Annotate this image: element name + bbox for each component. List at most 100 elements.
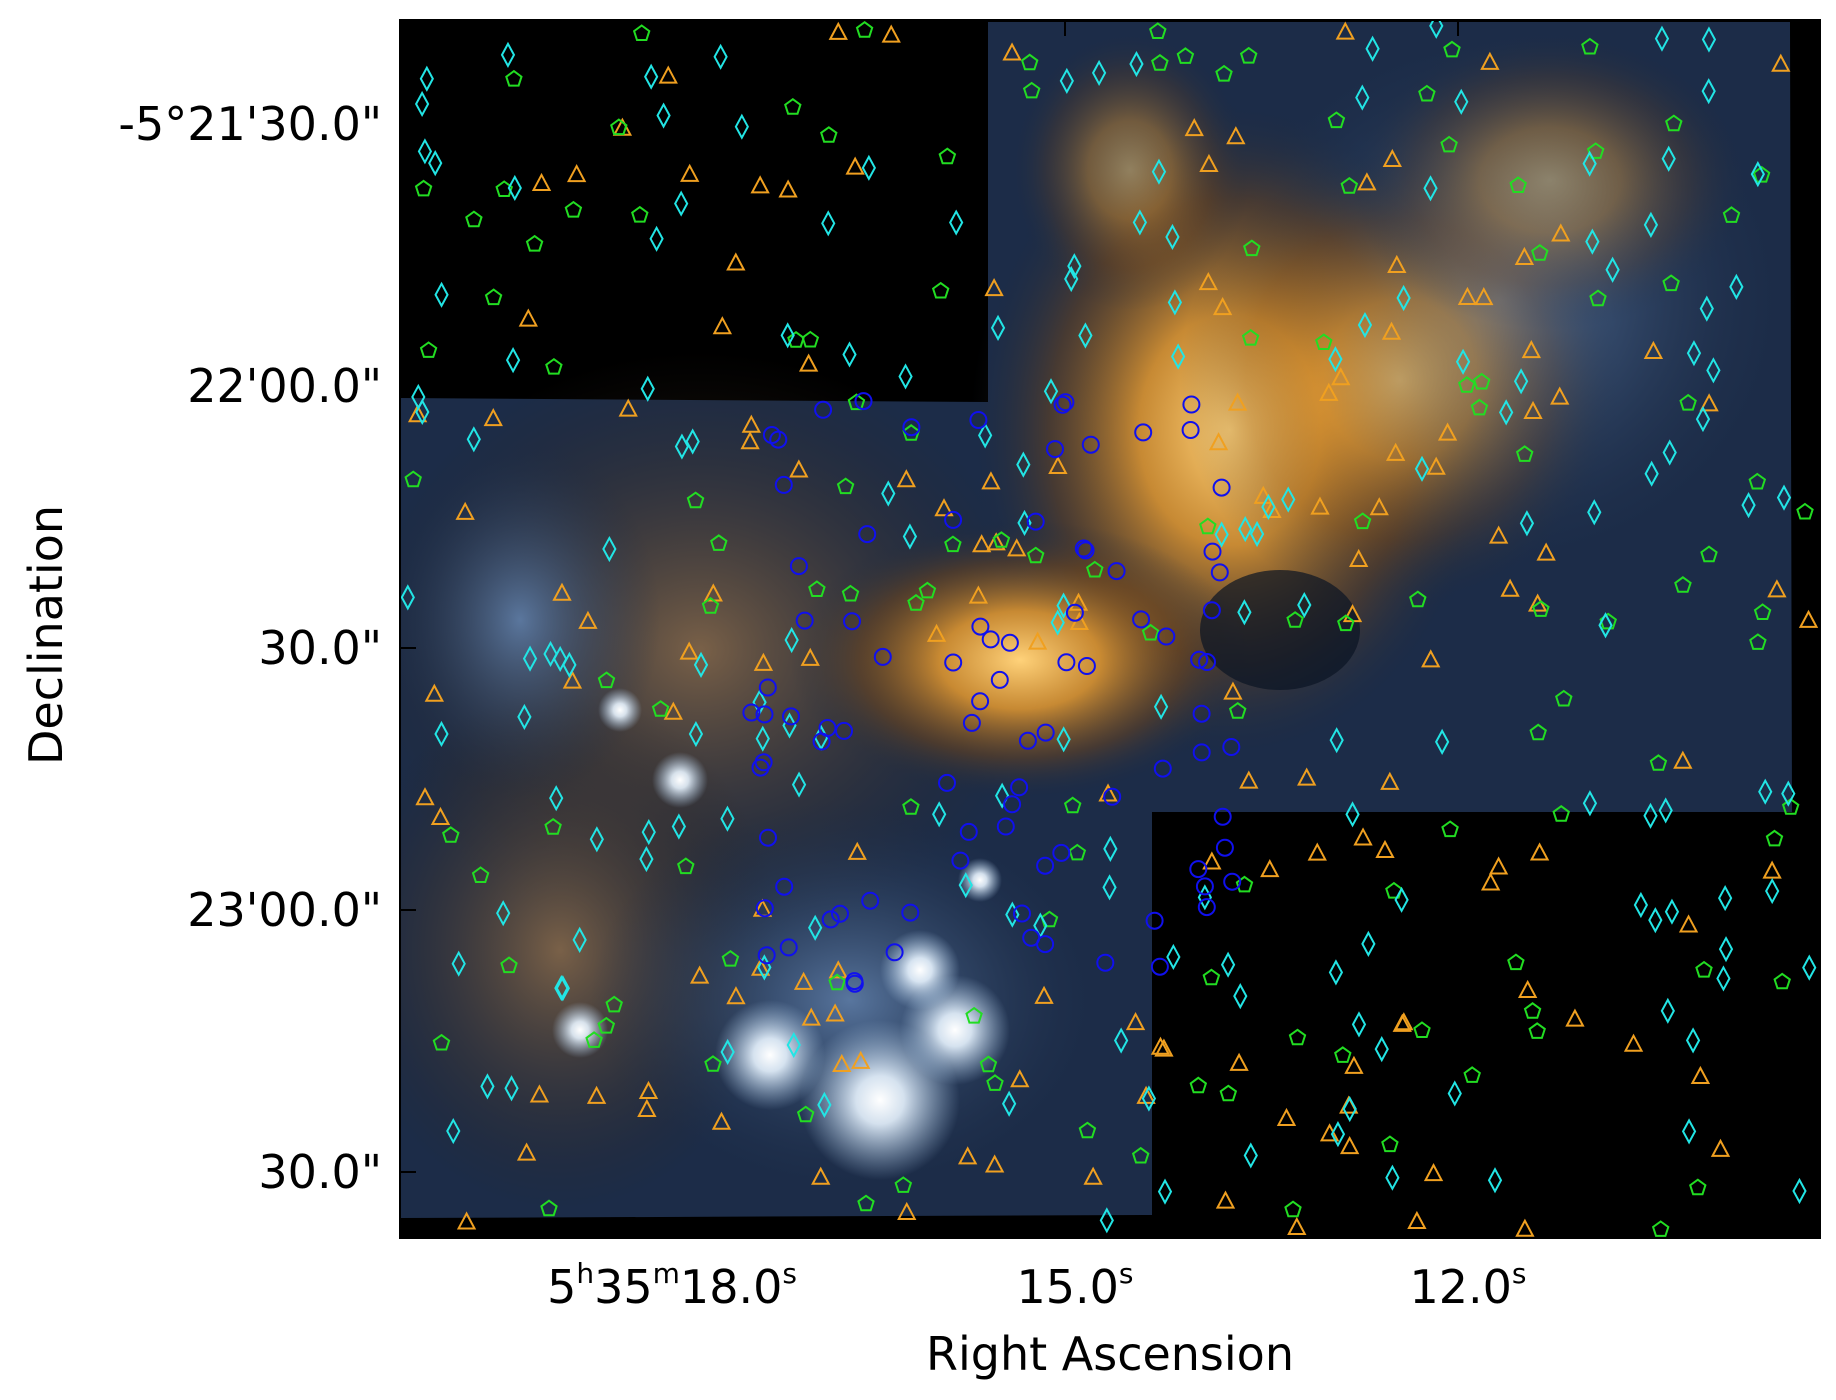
triangle-marker — [1007, 538, 1027, 557]
triangle-marker — [562, 670, 583, 689]
diamond-marker — [1361, 930, 1376, 957]
diamond-marker — [562, 651, 577, 678]
triangle-marker — [658, 65, 678, 84]
diamond-marker — [1434, 728, 1450, 755]
circle-marker — [755, 705, 774, 724]
circle-marker — [1150, 957, 1169, 976]
diamond-marker — [446, 1117, 461, 1145]
pentagon-marker — [796, 1105, 815, 1123]
triangle-marker — [1407, 1210, 1427, 1230]
triangle-marker — [798, 353, 819, 372]
triangle-marker — [934, 498, 954, 517]
triangle-marker — [415, 787, 435, 806]
pentagon-marker — [801, 330, 820, 348]
diamond-marker — [543, 640, 558, 668]
triangle-marker — [578, 610, 598, 629]
diamond-marker — [1001, 1090, 1017, 1117]
pentagon-marker — [1151, 53, 1169, 71]
pentagon-marker — [610, 118, 628, 136]
pentagon-marker — [686, 491, 705, 509]
triangle-marker — [1515, 1218, 1535, 1237]
pentagon-marker — [1531, 243, 1549, 261]
pentagon-marker — [585, 1031, 603, 1048]
circle-marker — [759, 828, 777, 847]
circle-marker — [971, 617, 990, 636]
pentagon-marker — [677, 857, 695, 875]
diamond-marker — [644, 63, 659, 90]
diamond-marker — [1643, 802, 1658, 829]
circle-marker — [996, 817, 1015, 836]
circle-marker — [1065, 603, 1084, 622]
pentagon-marker — [564, 200, 583, 218]
pentagon-marker — [1243, 239, 1261, 257]
diamond-marker — [480, 1073, 495, 1100]
diamond-marker — [1243, 1142, 1258, 1169]
triangle-marker — [586, 1085, 607, 1104]
triangle-marker — [1551, 223, 1571, 242]
triangle-marker — [1521, 339, 1542, 359]
diamond-marker — [1716, 965, 1731, 992]
pentagon-marker — [1679, 393, 1697, 411]
x-tick-label-1: 5h35m18.0s — [547, 1257, 797, 1314]
triangle-marker — [1319, 382, 1339, 401]
triangle-marker — [1344, 1055, 1364, 1074]
diamond-marker — [554, 975, 569, 1002]
diamond-marker — [641, 818, 656, 846]
triangle-marker — [1798, 609, 1819, 628]
diamond-marker — [1695, 405, 1711, 433]
triangle-marker — [825, 1003, 845, 1022]
triangle-marker — [1150, 1036, 1171, 1055]
diamond-marker — [1099, 1207, 1114, 1234]
x-ticks — [671, 20, 1459, 1238]
triangle-marker — [793, 971, 814, 990]
triangle-marker — [726, 986, 746, 1005]
diamond-marker — [1238, 515, 1253, 543]
triangle-marker — [1369, 497, 1389, 516]
circle-marker — [1076, 541, 1095, 560]
circle-marker — [751, 758, 770, 777]
pentagon-marker — [1443, 40, 1461, 58]
diamond-marker — [932, 801, 947, 828]
triangle-marker — [1184, 118, 1204, 137]
circle-marker — [1036, 856, 1055, 875]
triangle-marker — [637, 1098, 657, 1117]
triangle-marker — [1488, 856, 1509, 875]
diamond-marker — [1513, 368, 1529, 395]
pentagon-marker — [1284, 1200, 1302, 1218]
diamond-marker — [1654, 25, 1670, 52]
circle-marker — [944, 510, 963, 529]
diamond-marker — [688, 720, 704, 748]
triangle-marker — [753, 652, 774, 671]
diamond-marker — [990, 314, 1006, 341]
diamond-marker — [417, 138, 433, 165]
pentagon-marker — [1441, 820, 1459, 838]
pentagon-marker — [1651, 1220, 1670, 1237]
circle-marker — [1053, 395, 1072, 414]
pentagon-marker — [1509, 176, 1527, 193]
pentagon-marker — [1689, 1178, 1707, 1196]
pentagon-marker — [419, 341, 438, 358]
triangle-marker — [1027, 631, 1048, 650]
circle-marker — [1212, 478, 1231, 497]
pentagon-marker — [1215, 64, 1233, 82]
diamond-marker — [1718, 936, 1734, 963]
diamond-marker — [517, 703, 532, 731]
triangle-marker — [1623, 1033, 1644, 1052]
triangle-marker — [1260, 859, 1280, 878]
diamond-marker — [1499, 399, 1514, 426]
triangle-marker — [1690, 1065, 1711, 1085]
triangle-marker — [1353, 827, 1373, 846]
triangle-marker — [1480, 51, 1500, 70]
diamond-marker — [639, 846, 654, 873]
diamond-marker — [674, 433, 690, 460]
circle-marker — [861, 891, 880, 910]
pentagon-marker — [605, 995, 623, 1013]
triangle-marker — [1762, 860, 1782, 879]
circle-marker — [1157, 627, 1176, 646]
diamond-marker — [522, 645, 538, 672]
diamond-marker — [1151, 158, 1167, 185]
diamond-marker — [589, 826, 604, 853]
pentagon-marker — [1202, 968, 1221, 986]
pentagon-marker — [597, 1016, 616, 1034]
diamond-marker — [1802, 954, 1817, 981]
